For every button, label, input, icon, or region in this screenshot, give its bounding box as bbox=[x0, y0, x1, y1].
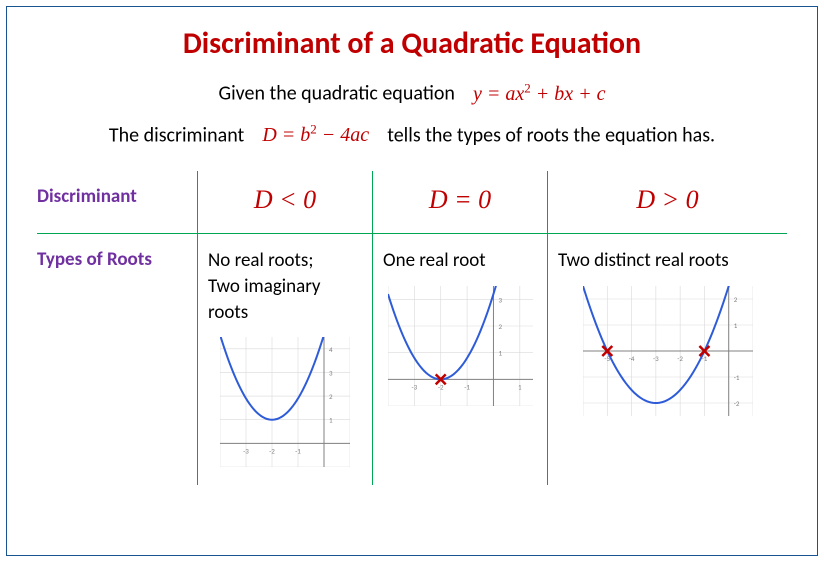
svg-text:-1: -1 bbox=[733, 373, 739, 382]
col0-desc: No real roots;Two imaginary roots bbox=[208, 248, 362, 325]
row1-label: Discriminant bbox=[37, 171, 197, 233]
discriminant-line: The discriminant D = b2 − 4ac tells the … bbox=[37, 122, 787, 148]
comparison-table: Discriminant D < 0 D = 0 D > 0 Types of … bbox=[37, 171, 787, 485]
svg-text:4: 4 bbox=[329, 345, 333, 354]
svg-text:-2: -2 bbox=[733, 399, 739, 408]
svg-text:1: 1 bbox=[498, 349, 502, 358]
disc-suffix: tells the types of roots the equation ha… bbox=[387, 123, 715, 147]
col0-condition: D < 0 bbox=[197, 171, 372, 233]
col1-body: One real root -3 -2 -1 1 1 2 3 bbox=[372, 234, 547, 485]
svg-text:3: 3 bbox=[329, 369, 333, 378]
svg-text:3: 3 bbox=[498, 295, 502, 304]
svg-text:-2: -2 bbox=[269, 447, 275, 456]
col1-chart: -3 -2 -1 1 1 2 3 bbox=[383, 286, 537, 406]
col1-condition: D = 0 bbox=[372, 171, 547, 233]
svg-text:-3: -3 bbox=[411, 382, 417, 391]
svg-text:-2: -2 bbox=[437, 382, 443, 391]
content-frame: Discriminant of a Quadratic Equation Giv… bbox=[6, 6, 818, 556]
intro-equation: y = ax2 + bx + c bbox=[473, 83, 606, 105]
intro-prefix: Given the quadratic equation bbox=[218, 82, 454, 106]
col2-desc: Two distinct real roots bbox=[558, 248, 777, 274]
col0-chart: -3 -2 -1 1 2 3 4 bbox=[208, 337, 362, 467]
col2-body: Two distinct real roots -5-4-3-2-1-2-112 bbox=[547, 234, 787, 485]
svg-text:-1: -1 bbox=[464, 382, 470, 391]
svg-text:1: 1 bbox=[329, 416, 333, 425]
svg-text:-4: -4 bbox=[628, 354, 634, 363]
col2-chart: -5-4-3-2-1-2-112 bbox=[558, 286, 777, 416]
svg-text:2: 2 bbox=[498, 322, 502, 331]
page-title: Discriminant of a Quadratic Equation bbox=[37, 25, 787, 62]
svg-text:-2: -2 bbox=[677, 354, 683, 363]
disc-prefix: The discriminant bbox=[109, 123, 244, 147]
col1-desc: One real root bbox=[383, 248, 537, 274]
svg-text:-3: -3 bbox=[653, 354, 659, 363]
row2-label: Types of Roots bbox=[37, 234, 197, 485]
svg-text:-3: -3 bbox=[243, 447, 249, 456]
svg-text:1: 1 bbox=[518, 382, 522, 391]
svg-text:-1: -1 bbox=[295, 447, 301, 456]
intro-line: Given the quadratic equation y = ax2 + b… bbox=[37, 80, 787, 106]
svg-text:2: 2 bbox=[329, 392, 333, 401]
svg-text:2: 2 bbox=[733, 295, 737, 304]
svg-text:1: 1 bbox=[733, 321, 737, 330]
col0-body: No real roots;Two imaginary roots -3 -2 -1… bbox=[197, 234, 372, 485]
col2-condition: D > 0 bbox=[547, 171, 787, 233]
disc-formula: D = b2 − 4ac bbox=[262, 124, 369, 146]
